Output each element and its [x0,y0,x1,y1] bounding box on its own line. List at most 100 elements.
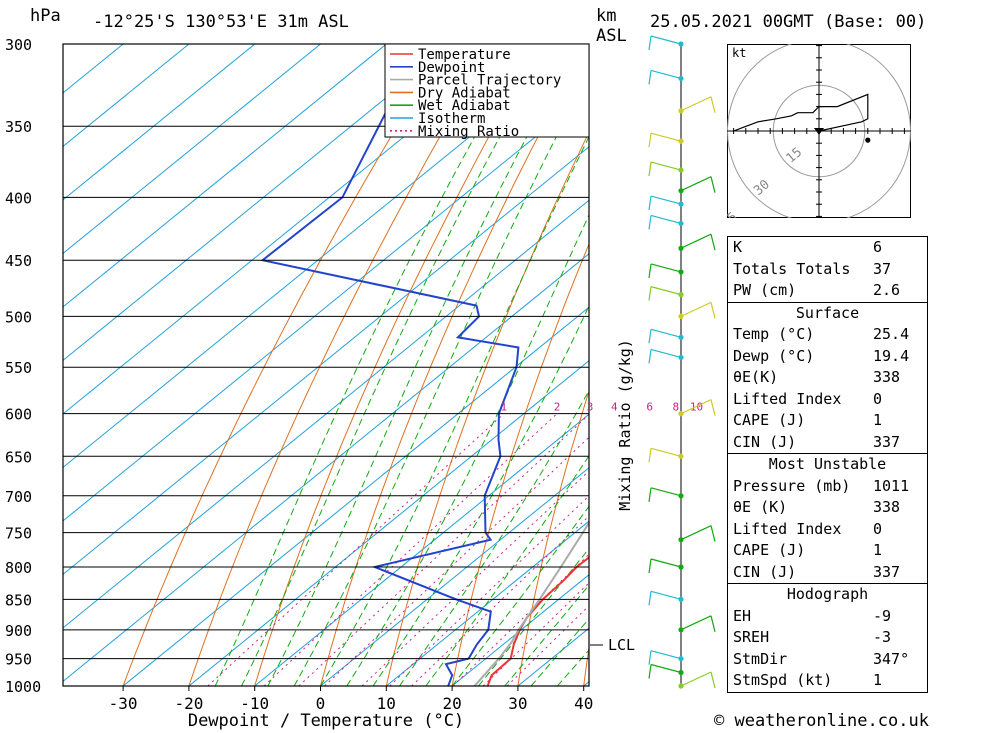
k-index-value: 6 [873,238,883,256]
mixing-ratio-label: 6 [646,401,653,414]
legend-item-label: Dry Adiabat [418,85,511,101]
isotherm-line [63,44,585,469]
mixing-ratio-line [482,582,589,686]
wind-barb [650,590,682,600]
dry-adiabat-line [254,44,541,686]
wind-barb-flag [710,176,716,193]
wind-barb-flag [648,161,652,177]
legend-item-label: Mixing Ratio [418,124,519,140]
isotherm-line [583,681,589,686]
wind-barb-flag [648,448,652,463]
isotherm-line [188,360,589,686]
mixing-ratio-label: 3 [587,401,594,414]
storm-motion-marker [814,128,824,135]
hodograph-surface-point [865,137,871,143]
wind-barb [650,195,682,205]
dry-adiabat-line [122,44,448,686]
wind-barb-flag [648,664,652,679]
surface-value: 338 [873,368,901,386]
pw-value: 2.6 [873,281,901,299]
x-tick-label: 30 [508,694,527,713]
wind-barb [680,301,712,317]
mixing-ratio-label: 8 [672,401,679,414]
wind-barb-flag [648,286,652,301]
wind-barb [650,35,682,45]
wind-barb [650,132,682,142]
wind-barb [680,96,712,112]
wind-barb-dot [678,656,684,662]
isotherm-line [63,44,256,201]
wet-adiabat-line [451,505,589,686]
isotherm-line [63,44,519,415]
surface-value: 19.4 [873,346,910,365]
surface-value: 337 [873,432,901,451]
dry-adiabat-line [385,131,589,686]
hodograph-stat-label: StmSpd (kt) [733,671,833,689]
parcel-trajectory-line [473,520,589,686]
most-unstable-value: 1 [873,541,883,559]
wind-barb-flag [648,133,652,148]
isotherm-line [254,413,589,686]
most-unstable-row: CAPE (J) 1 [728,540,927,562]
pressure-unit-label: hPa [30,6,61,26]
hodograph-stats-title: Hodograph [786,585,869,603]
hodograph-stat-label: SREH [733,628,770,646]
wind-barb-flag [648,558,652,574]
isotherm-line [63,253,589,683]
most-unstable-row: Lifted Index 0 [728,519,927,541]
mixing-ratio-axis-label: Mixing Ratio (g/kg) [616,339,634,511]
pw-label: PW (cm) [733,281,797,299]
mixing-ratio-label: 4 [611,401,618,414]
isotherm-line [122,306,589,686]
most-unstable-label: CAPE (J) [733,541,806,559]
lcl-label: LCL [608,636,635,654]
isotherm-line [63,44,321,255]
mixing-ratio-label: 2 [554,401,561,414]
surface-value: 1 [873,411,883,429]
wind-barb [650,487,682,497]
surface-value: 0 [873,389,883,408]
wind-barb-flag [710,399,716,416]
wind-barb-flag [710,234,716,251]
isotherm-line [63,146,589,576]
legend-item-label: Dewpoint [418,60,485,76]
mixing-ratio-label: 1 [500,401,507,414]
hodograph-stat-row: SREH -3 [728,627,927,649]
surface-label: CIN (J) [733,432,797,451]
hodograph-unit-label: kt [732,46,746,60]
copyright-footer: © weatheronline.co.uk [714,711,929,731]
mixing-ratio-label: 10 [690,401,703,414]
wind-barb-dot [678,669,684,676]
wind-barb [650,161,682,171]
x-tick-label: 20 [442,694,461,713]
wind-barb-flag [648,591,652,606]
legend-item-label: Temperature [418,47,511,63]
most-unstable-value: 0 [873,519,883,538]
hodograph-stat-value: 1 [873,671,883,689]
y-tick-label: 750 [5,525,32,543]
wind-barb-flag [648,35,652,51]
isotherm-line [385,520,589,686]
wind-barb-flag [648,70,652,85]
hodograph-stat-value: -9 [873,606,892,625]
x-tick-label: -20 [174,694,203,713]
wind-barb [680,615,712,631]
x-tick-label: 0 [316,694,326,713]
wind-barb-dot [678,596,684,602]
dry-adiabat-line [650,44,726,686]
surface-label: CAPE (J) [733,411,806,429]
isotherm-line [63,92,589,522]
x-axis-title: Dewpoint / Temperature (°C) [188,711,464,731]
isotherm-line [63,44,387,308]
hodograph-stat-row: StmDir 347° [728,649,927,671]
wind-barb-flag [710,615,716,632]
wind-barb-flag [648,263,652,279]
wind-barb-column [648,35,716,689]
legend-item-label: Isotherm [418,111,485,127]
y-tick-label: 550 [5,359,32,377]
k-index-label: K [733,238,743,256]
hodograph-ring-label: 45 [727,210,740,218]
most-unstable-value: 1011 [873,476,910,495]
most-unstable-row: θE (K) 338 [728,497,927,519]
